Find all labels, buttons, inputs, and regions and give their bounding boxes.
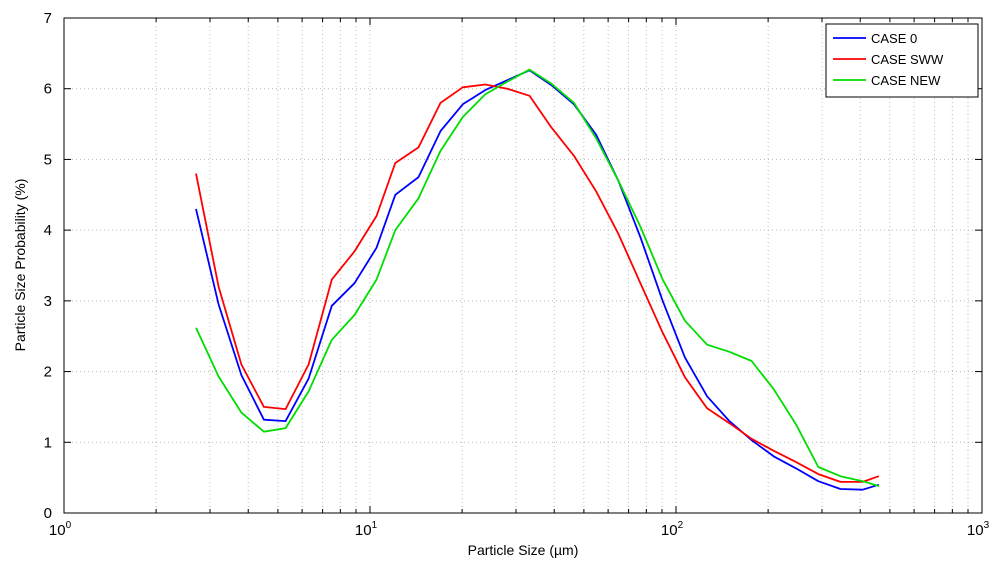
x-tick-label: 102 — [661, 520, 684, 539]
y-tick-labels: 0 1 2 3 4 5 6 7 — [44, 10, 52, 522]
y-tick-label: 1 — [44, 434, 52, 451]
axis-ticks — [63, 17, 982, 514]
y-tick-label: 3 — [44, 293, 52, 310]
series-layer — [195, 68, 880, 491]
legend-label: CASE SWW — [871, 52, 944, 67]
series-line-case-new — [195, 68, 880, 487]
y-tick-label: 2 — [44, 364, 52, 381]
y-tick-label: 5 — [44, 151, 52, 168]
x-axis-label: Particle Size (µm) — [468, 542, 579, 558]
legend-label: CASE NEW — [871, 73, 941, 88]
plot-frame — [63, 17, 983, 514]
legend-box — [825, 23, 979, 98]
y-tick-label: 4 — [44, 222, 52, 239]
y-tick-label: 0 — [44, 505, 52, 522]
x-tick-label: 101 — [355, 520, 378, 539]
plot-area — [64, 18, 982, 513]
y-tick-label: 6 — [44, 81, 52, 98]
y-tick-label: 7 — [44, 10, 52, 27]
x-tick-label: 100 — [49, 520, 72, 539]
x-tick-labels: 100 101 102 103 — [49, 520, 990, 539]
x-tick-label: 103 — [967, 520, 990, 539]
legend: CASE 0 CASE SWW CASE NEW — [825, 23, 979, 98]
y-axis-label: Particle Size Probability (%) — [12, 179, 28, 352]
series-line-case-sww — [195, 83, 880, 483]
legend-label: CASE 0 — [871, 31, 917, 46]
